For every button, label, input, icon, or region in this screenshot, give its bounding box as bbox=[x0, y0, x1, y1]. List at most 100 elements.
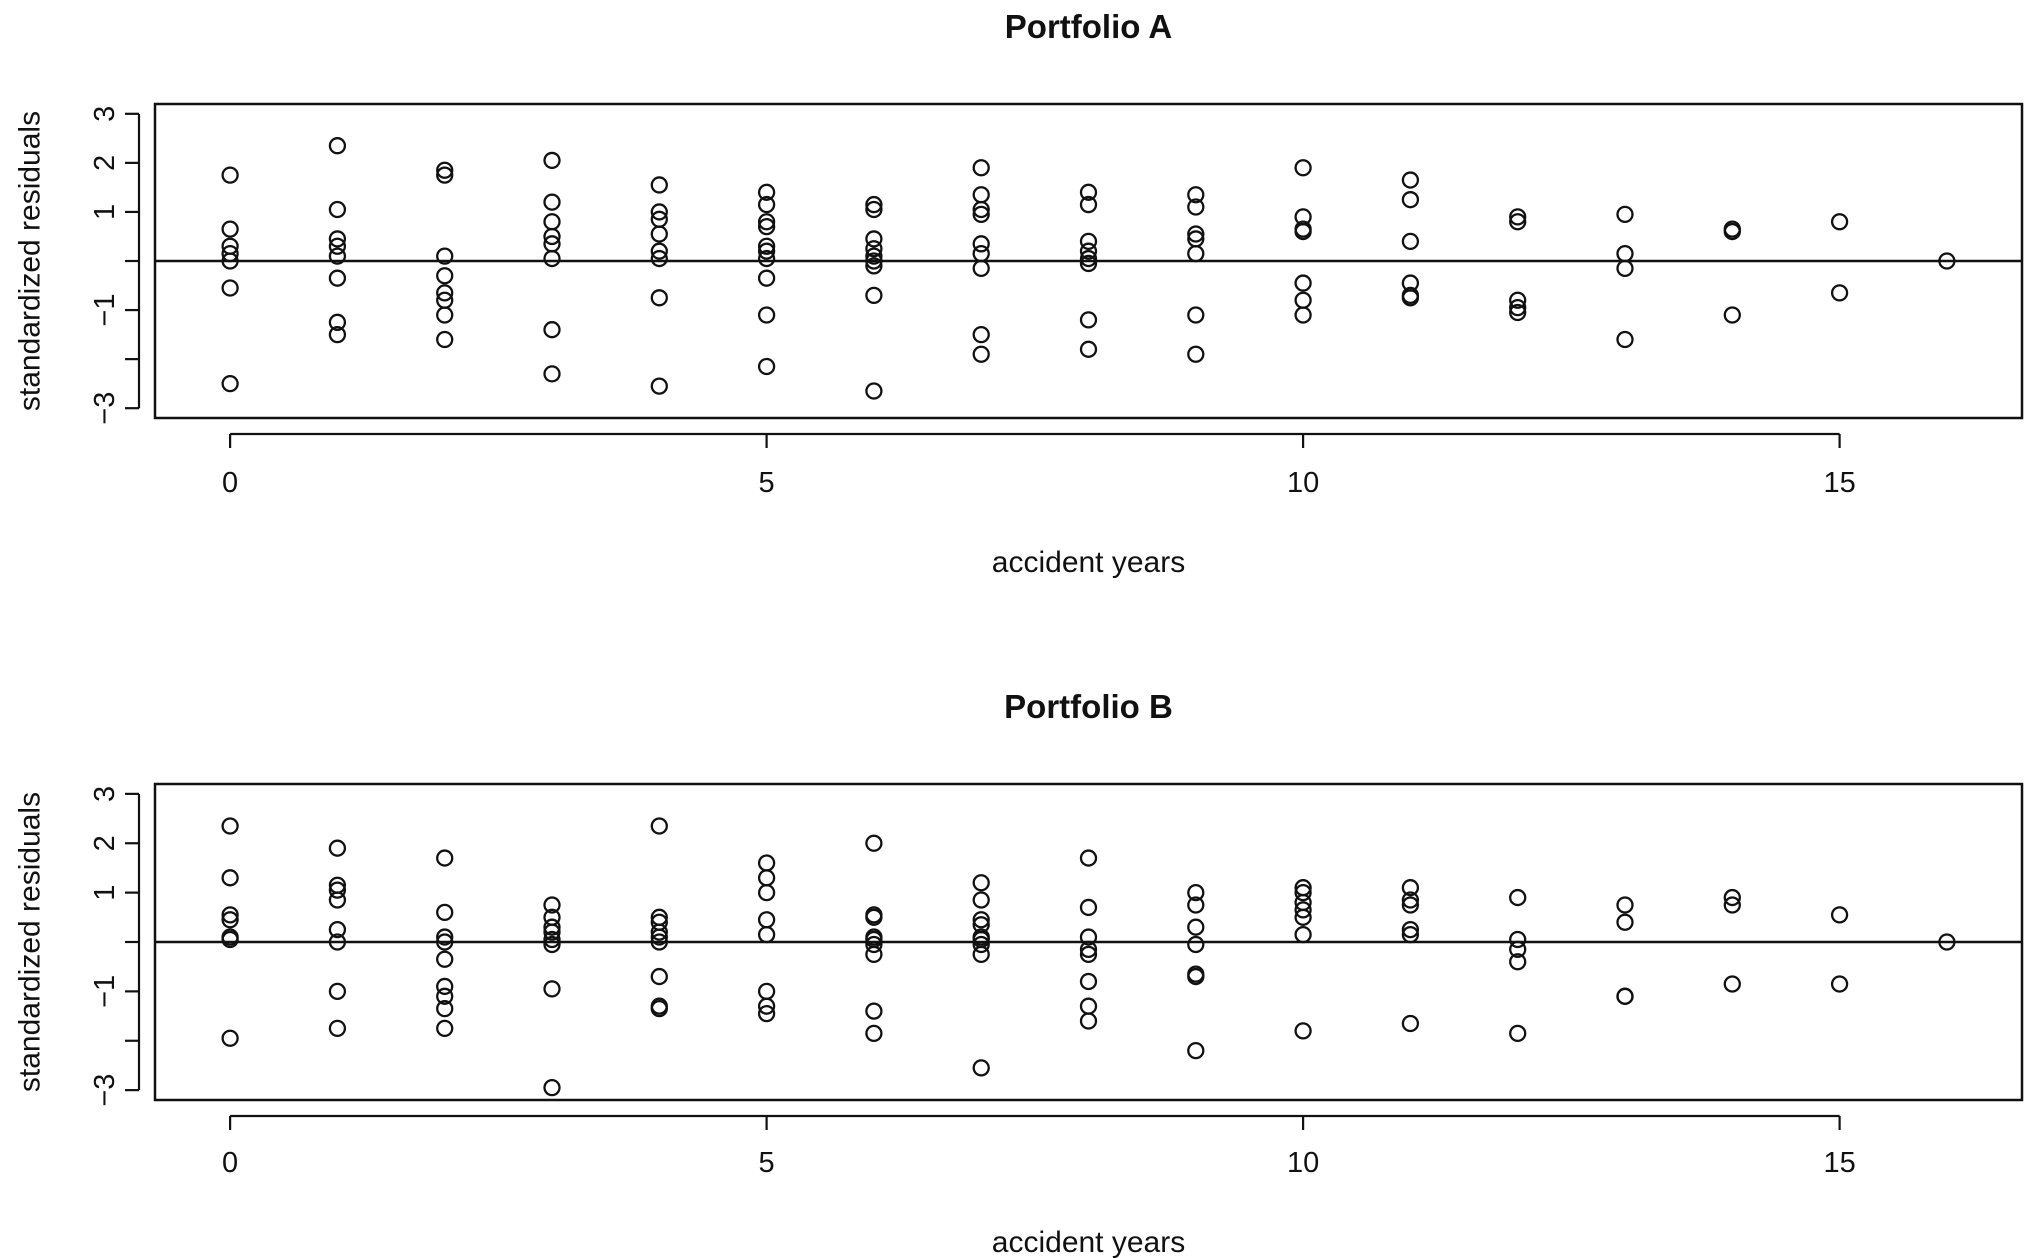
portfolio-b-data-point bbox=[1830, 906, 1849, 924]
portfolio-a-data-point bbox=[757, 195, 776, 214]
portfolio-b-data-point bbox=[1723, 975, 1741, 993]
portfolio-b-data-point bbox=[757, 997, 776, 1015]
portfolio-a-data-point bbox=[1509, 298, 1527, 317]
portfolio-b-data-point bbox=[1509, 953, 1527, 971]
portfolio-b-data-point bbox=[650, 1000, 668, 1018]
portfolio-a-data-point bbox=[972, 345, 990, 363]
portfolio-b-data-point bbox=[1401, 921, 1420, 939]
portfolio-b-data-point bbox=[436, 903, 454, 922]
portfolio-b-data-point bbox=[1401, 896, 1420, 914]
portfolio-b-data-point bbox=[221, 817, 239, 835]
portfolio-b-data-point bbox=[1079, 945, 1098, 963]
portfolio-a-data-point bbox=[865, 240, 883, 258]
portfolio-b-data-point bbox=[757, 883, 776, 902]
portfolio-a-data-point bbox=[1509, 291, 1527, 309]
portfolio-b-data-point bbox=[757, 854, 776, 872]
portfolio-a-data-point bbox=[757, 213, 776, 231]
portfolio-a-y-tick-label: 3 bbox=[89, 106, 121, 122]
portfolio-b-data-point bbox=[543, 930, 561, 949]
portfolio-a-data-point bbox=[972, 200, 990, 219]
portfolio-a-data-point bbox=[865, 195, 883, 214]
portfolio-b-data-point bbox=[1509, 930, 1527, 949]
portfolio-b-data-point bbox=[543, 896, 561, 914]
portfolio-a-data-point bbox=[328, 269, 347, 287]
portfolio-a-data-point bbox=[328, 237, 347, 255]
portfolio-b-y-tick-label: 1 bbox=[89, 885, 121, 901]
portfolio-a-data-point bbox=[1187, 244, 1205, 263]
portfolio-a-data-point bbox=[1401, 232, 1420, 251]
portfolio-a-data-point bbox=[1830, 284, 1849, 302]
portfolio-a-data-point bbox=[1294, 291, 1312, 309]
portfolio-a-data-point bbox=[221, 375, 239, 393]
portfolio-a-data-point bbox=[1187, 198, 1205, 216]
portfolio-b-data-point bbox=[865, 945, 883, 963]
portfolio-a-data-point bbox=[1187, 306, 1205, 324]
portfolio-b-x-tick-label: 5 bbox=[759, 1147, 775, 1179]
portfolio-a-data-point bbox=[757, 242, 776, 260]
portfolio-b-y-tick-label: −3 bbox=[89, 1074, 121, 1107]
portfolio-b-data-point bbox=[1401, 879, 1420, 897]
portfolio-a-data-point bbox=[865, 200, 883, 219]
portfolio-a-data-point bbox=[1509, 213, 1527, 231]
portfolio-a-data-point bbox=[865, 230, 883, 248]
portfolio-b-data-point bbox=[865, 1002, 883, 1020]
portfolio-a-data-point bbox=[221, 244, 239, 263]
portfolio-b-data-point bbox=[1294, 901, 1312, 919]
portfolio-b-data-point bbox=[543, 923, 561, 941]
portfolio-b-x-tick-label: 15 bbox=[1823, 1147, 1855, 1179]
portfolio-a-data-point bbox=[1187, 345, 1205, 363]
portfolio-a-data-point bbox=[1079, 254, 1098, 273]
portfolio-b-data-point bbox=[543, 980, 561, 998]
portfolio-b-data-point bbox=[543, 935, 561, 954]
portfolio-b-data-point bbox=[650, 923, 668, 941]
portfolio-a-data-point bbox=[650, 203, 668, 221]
portfolio-b-data-point bbox=[1509, 888, 1527, 907]
portfolio-a-data-point bbox=[328, 247, 347, 265]
portfolio-a-data-point bbox=[1294, 159, 1312, 177]
portfolio-a-data-point bbox=[221, 166, 239, 184]
portfolio-b-data-point bbox=[436, 1019, 454, 1038]
portfolio-a-data-point bbox=[328, 325, 347, 344]
portfolio-b-data-point bbox=[436, 849, 454, 867]
portfolio-b-data-point bbox=[1187, 967, 1205, 986]
portfolio-b-data-point bbox=[972, 945, 990, 963]
portfolio-a-data-point bbox=[221, 220, 239, 238]
portfolio-a-data-point bbox=[1401, 289, 1420, 307]
portfolio-a-data-point bbox=[543, 193, 561, 211]
portfolio-a-data-point bbox=[972, 235, 990, 253]
portfolio-b-panel: Portfolio B −3 −1 1 2 3 0 5 10 15 accident years st… bbox=[14, 688, 2024, 1258]
portfolio-b-data-point bbox=[328, 982, 347, 1001]
portfolio-a-data-point bbox=[436, 284, 454, 302]
portfolio-a-data-point bbox=[650, 176, 668, 194]
portfolio-a-data-point bbox=[1079, 249, 1098, 268]
portfolio-a-x-tick-label: 15 bbox=[1823, 467, 1855, 499]
portfolio-a-data-point bbox=[650, 225, 668, 243]
portfolio-b-data-point bbox=[1616, 896, 1634, 914]
portfolio-b-data-point bbox=[1187, 935, 1205, 954]
portfolio-b-data-point bbox=[650, 817, 668, 835]
portfolio-b-data-point bbox=[1187, 1041, 1205, 1060]
portfolio-a-y-tick-label: 1 bbox=[89, 204, 121, 220]
portfolio-a-data-point bbox=[757, 306, 776, 324]
portfolio-b-data-point bbox=[757, 1004, 776, 1023]
portfolio-b-data-point bbox=[1938, 933, 1956, 951]
portfolio-b-data-point bbox=[865, 834, 883, 852]
portfolio-b-data-point bbox=[328, 839, 347, 857]
portfolio-a-data-point bbox=[1079, 195, 1098, 214]
portfolio-b-data-point bbox=[221, 1029, 239, 1047]
portfolio-a-data-point bbox=[1401, 191, 1420, 209]
portfolio-a-data-point bbox=[972, 325, 990, 344]
portfolio-a-data-point bbox=[1616, 244, 1634, 263]
portfolio-b-data-point bbox=[972, 935, 990, 954]
portfolio-a-title: Portfolio A bbox=[1005, 8, 1172, 45]
portfolio-a-data-point bbox=[1509, 208, 1527, 226]
portfolio-b-data-point bbox=[757, 982, 776, 1001]
portfolio-a-data-point bbox=[1079, 242, 1098, 260]
portfolio-b-data-point bbox=[757, 925, 776, 944]
portfolio-b-data-point bbox=[1616, 913, 1634, 931]
portfolio-b-data-point bbox=[221, 869, 239, 887]
portfolio-b-data-point bbox=[865, 935, 883, 954]
portfolio-a-data-point bbox=[436, 330, 454, 349]
portfolio-b-data-point bbox=[221, 930, 239, 949]
